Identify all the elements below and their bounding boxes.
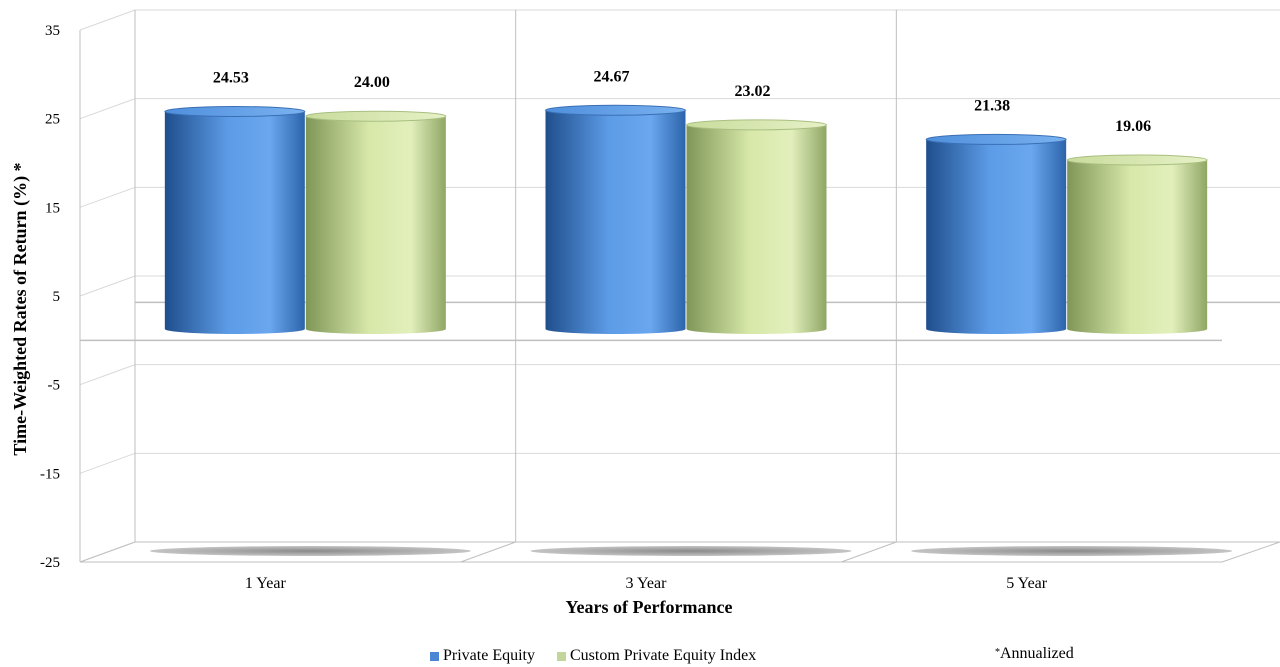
y-tick-5: -5 [48, 378, 61, 394]
footnote-text: Annualized [1000, 645, 1074, 662]
gridline-side-35 [79, 9, 136, 31]
bar-cap-private-equity-5-year [925, 133, 1067, 145]
floor-shadows [149, 546, 1233, 556]
y-axis: 35 25 15 5 -5 -15 -25 [40, 23, 60, 571]
legend-swatch-private-equity [430, 651, 439, 661]
legend-swatch-custom-index [556, 651, 566, 661]
data-label-custom-private-equity-index-1-year: 24.00 [354, 74, 390, 91]
floor-divider-1 [460, 541, 516, 563]
data-label-custom-private-equity-index-5-year: 19.06 [1115, 118, 1151, 135]
bar-cap-custom-private-equity-index-3-year [686, 119, 827, 131]
data-label-private-equity-1-year: 24.53 [213, 70, 249, 87]
bar-private-equity-1-year [164, 111, 305, 334]
legend-label-private-equity: Private Equity [443, 647, 535, 664]
y-axis-title: Time-Weighted Rates of Return (%) * [10, 162, 31, 455]
bar-cap-private-equity-1-year [164, 106, 306, 118]
bar-cap-private-equity-3-year [545, 104, 686, 116]
data-label-custom-private-equity-index-3-year: 23.02 [735, 83, 771, 100]
y-tick-25: 25 [45, 112, 60, 128]
y-tick-35: 35 [45, 23, 60, 39]
bar-custom-private-equity-index-1-year [305, 116, 446, 334]
y-tick-15: -15 [40, 466, 60, 482]
legend-item-private-equity: Private Equity [430, 647, 535, 665]
gridline-side-5 [79, 275, 136, 297]
legend-item-custom-index: Custom Private Equity Index [556, 647, 757, 665]
bar-custom-private-equity-index-5-year [1067, 160, 1208, 334]
y-tick-5: 5 [53, 289, 61, 305]
bar-private-equity-5-year [926, 139, 1067, 334]
x-tick-3-year: 3 Year [626, 575, 668, 592]
y-tick-25: -25 [40, 555, 60, 571]
shadow-1-year [149, 546, 471, 556]
x-axis-title: Years of Performance [566, 597, 733, 617]
x-tick-1-year: 1 Year [245, 575, 287, 592]
gridline-side-15 [79, 452, 136, 474]
y-tick-15: 15 [45, 200, 60, 216]
gridline-side-25 [79, 98, 136, 120]
bar-cap-custom-private-equity-index-1-year [305, 110, 447, 122]
legend-label-custom-index: Custom Private Equity Index [569, 647, 757, 664]
footnote: *Annualized [995, 645, 1074, 663]
bars [164, 104, 1208, 334]
gridline-side-5 [79, 364, 136, 386]
footnote-star: * [995, 647, 1000, 658]
shadow-5-year [911, 546, 1233, 556]
data-label-private-equity-3-year: 24.67 [594, 68, 630, 85]
x-tick-5-year: 5 Year [1006, 575, 1048, 592]
legend: Private Equity Custom Private Equity Ind… [430, 646, 778, 666]
bar-cap-custom-private-equity-index-5-year [1066, 154, 1208, 166]
bar-custom-private-equity-index-3-year [686, 124, 827, 334]
bar-private-equity-3-year [545, 110, 686, 334]
data-label-private-equity-5-year: 21.38 [974, 97, 1010, 114]
gridline-side-15 [79, 186, 136, 208]
floor [79, 541, 1280, 563]
floor-divider-2 [841, 541, 897, 563]
x-axis: 1 Year 3 Year 5 Year [245, 575, 1048, 592]
shadow-3-year [530, 546, 852, 556]
data-labels: 24.53 24.00 24.67 23.02 21.38 19.06 [213, 68, 1151, 135]
